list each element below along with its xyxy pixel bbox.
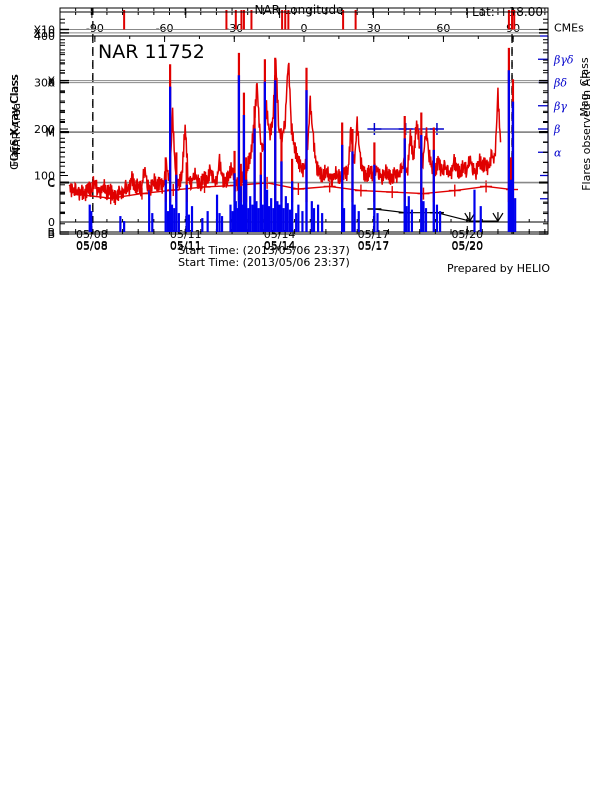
goes-red-spikes (164, 47, 515, 232)
date-tick-label: 05/20 (451, 240, 483, 253)
goes-class-tick-label: M (46, 126, 56, 139)
date-tick-label: 05/08 (76, 240, 108, 253)
mag-class-label: β (553, 123, 560, 136)
start-time-label-top: Start Time: (2013/05/06 23:37) (178, 244, 350, 257)
mag-class-axis-title: Mag. Class (578, 57, 591, 116)
nar-longitude-title: NAR Longitude (254, 3, 343, 17)
goes-class-tick-label: X (47, 77, 55, 90)
date-tick-label: 05/17 (358, 239, 390, 252)
goes-red-trace (68, 59, 502, 205)
flare-class-tick-label: X10 (33, 23, 55, 36)
nar-area-tick-label: 100 (34, 170, 55, 183)
date-tick-label: 05/11 (170, 240, 202, 253)
goes-class-tick-label: B (47, 226, 55, 239)
lon-tick-label: -30 (225, 22, 243, 35)
nar-title: NAR 11752 (98, 41, 205, 63)
date-tick-label: 05/08 (76, 239, 108, 252)
date-tick-label: 05/14 (264, 240, 296, 253)
date-tick-label: 05/11 (170, 239, 202, 252)
nar-area-tick-label: 300 (34, 77, 55, 90)
lon-tick-label: 60 (436, 22, 450, 35)
lon-tick-label: -90 (86, 22, 104, 35)
mag-class-label: α (554, 146, 562, 159)
flare-class-tick-label: M (46, 126, 56, 139)
flare-class-tick-label: C (47, 177, 55, 190)
start-time-label-mid: Start Time: (2013/05/06 23:37) (178, 256, 350, 269)
goes-class-axis-title: GOES X-ray Class (8, 74, 21, 170)
lon-tick-label: 30 (367, 22, 381, 35)
date-tick-label: 05/17 (358, 240, 390, 253)
goes-blue-spikes (88, 70, 517, 232)
flare-class-tick-label: X (47, 75, 55, 88)
flare-class-axis-title: Flare X-ray Class (8, 75, 21, 167)
goes-class-tick-label: C (47, 176, 55, 189)
date-tick-label: 05/20 (451, 239, 483, 252)
prepared-by-label: Prepared by HELIO (447, 262, 550, 275)
nar-area-tick-label: 0 (48, 216, 55, 229)
nar-area-tick-label: 400 (34, 30, 55, 43)
nar-area-axis-title: NAR Area (10, 103, 23, 155)
panel-flare-class: B C M X X10 Flare X-ray Class Flares observed … (0, 0, 600, 269)
flare-class-tick-label: B (47, 228, 55, 241)
flare-class-plot: B C M X X10 Flare X-ray Class Flares observed … (8, 7, 593, 269)
date-tick-label: 05/14 (264, 239, 296, 252)
cme-legend-label: CMEs (554, 21, 584, 34)
mag-class-label: βδ (553, 77, 567, 90)
lon-tick-label: -60 (156, 22, 174, 35)
mag-class-label: βγδ (553, 53, 574, 66)
mag-class-label: βγ (553, 100, 567, 113)
goes-class-plot: B C M X X10 GOES X-ray Class 05/08 05/11 05/14 05… (8, 11, 550, 275)
nar-area-tick-label: 200 (34, 123, 55, 136)
goes-class-tick-label: X10 (33, 27, 55, 40)
flares-in-ar-axis-title: Flares observed in AR (580, 71, 593, 191)
lon-tick-label: 0 (301, 22, 308, 35)
panel-goes-class: B C M X X10 GOES X-ray Class 05/08 05/11 05/14 05… (0, 0, 600, 280)
